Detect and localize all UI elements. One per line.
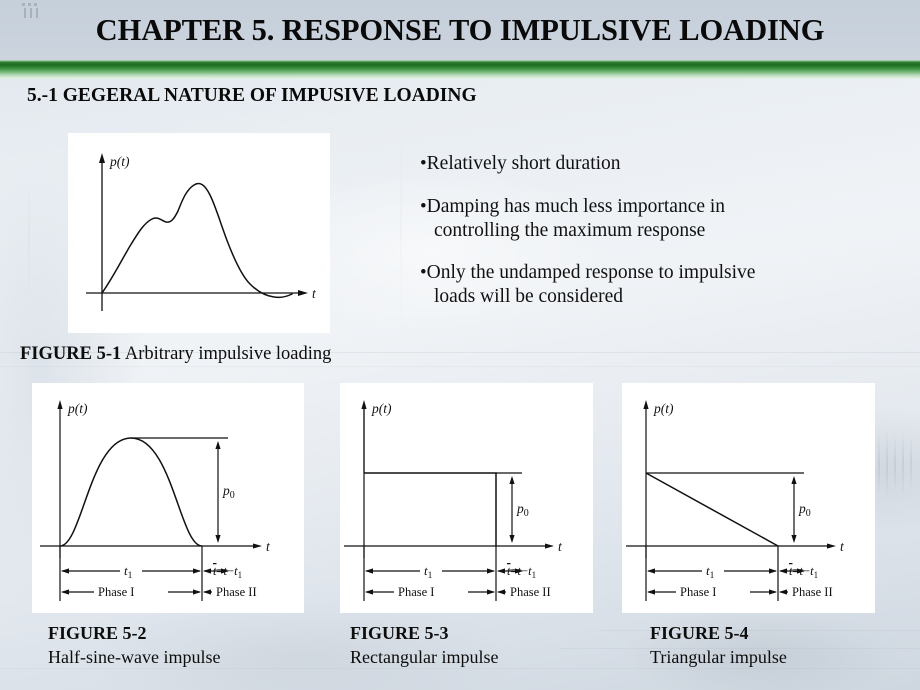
bullet-dot-icon: •: [420, 195, 427, 217]
header-bar: CHAPTER 5. RESPONSE TO IMPULSIVE LOADING: [0, 0, 920, 60]
figure-5-1-caption: FIGURE 5-1 Arbitrary impulsive loading: [20, 342, 331, 366]
figure-5-1-x-axis-label: t: [312, 286, 317, 301]
list-item: •Only the undamped response to impulsive…: [420, 261, 890, 309]
figure-5-2-y-axis-label: p(t): [67, 401, 88, 416]
figure-5-2-caption-text: Half-sine-wave impulse: [48, 646, 221, 667]
figure-5-4-duration-label: t1: [706, 563, 715, 581]
bullet-text: Relatively short duration: [426, 153, 621, 174]
figure-5-3-caption-text: Rectangular impulse: [350, 646, 499, 667]
figure-5-3-panel: p(t) t p0 t1 t=t−t1 Phase I Phase II: [340, 383, 593, 613]
bullet-dot-icon: •: [420, 262, 427, 284]
figure-5-3-shifted-time-label: t=t−t1: [507, 564, 536, 580]
figure-5-3-phase2-label: Phase II: [510, 585, 551, 599]
figure-5-1-panel: p(t) t: [68, 133, 330, 333]
figure-5-2-chart: p(t) t p0 t1 t=t−t1 Phase I Phase II: [40, 400, 271, 601]
figure-5-3-amplitude-label: p0: [516, 501, 529, 519]
figure-5-2-phase1-label: Phase I: [98, 585, 134, 599]
figure-5-3-y-axis-label: p(t): [371, 401, 392, 416]
figure-5-3-caption: FIGURE 5-3 Rectangular impulse: [350, 622, 498, 670]
bullet-list: •Relatively short duration •Damping has …: [420, 152, 890, 328]
figure-5-1-y-axis-label: p(t): [109, 154, 130, 169]
figure-5-1-label: FIGURE 5-1: [20, 344, 122, 364]
figure-5-1-caption-text: Arbitrary impulsive loading: [124, 344, 332, 364]
page-title: CHAPTER 5. RESPONSE TO IMPULSIVE LOADING: [95, 12, 825, 47]
figure-5-2-duration-label: t1: [124, 563, 133, 581]
figure-5-4-phase1-label: Phase I: [680, 585, 716, 599]
section-heading: 5.-1 GEGERAL NATURE OF IMPUSIVE LOADING: [27, 85, 477, 106]
figure-5-2-caption: FIGURE 5-2 Half-sine-wave impulse: [48, 622, 220, 670]
figure-5-4-caption: FIGURE 5-4 Triangular impulse: [650, 622, 787, 670]
bullet-text-line2: loads will be considered: [434, 286, 623, 308]
figure-5-4-y-axis-label: p(t): [653, 401, 674, 416]
figure-5-2-panel: p(t) t p0 t1 t=t−t1 Phase I Phase II: [32, 383, 304, 613]
decorative-marks-icon: [22, 3, 38, 18]
bullet-text-line2: controlling the maximum response: [434, 219, 706, 241]
figure-5-4-panel: p(t) t p0 t1 t=t−t1 Phase I Phase II: [622, 383, 875, 613]
figure-5-2-shifted-time-label: t=t−t1: [213, 564, 242, 580]
bullet-text: Only the undamped response to impulsive: [426, 262, 756, 284]
figure-5-2-label: FIGURE 5-2: [48, 623, 147, 643]
figure-5-3-chart: p(t) t p0 t1 t=t−t1 Phase I Phase II: [344, 400, 563, 601]
accent-divider: [0, 60, 920, 79]
figure-5-2-x-axis-label: t: [266, 539, 271, 554]
figure-5-4-label: FIGURE 5-4: [650, 623, 749, 643]
list-item: •Damping has much less importance in con…: [420, 195, 890, 243]
bullet-text: Damping has much less importance in: [426, 195, 726, 217]
figure-5-4-chart: p(t) t p0 t1 t=t−t1 Phase I Phase II: [626, 400, 845, 601]
figure-5-4-phase2-label: Phase II: [792, 585, 833, 599]
figure-5-3-phase1-label: Phase I: [398, 585, 434, 599]
list-item: •Relatively short duration: [420, 152, 890, 176]
figure-5-4-caption-text: Triangular impulse: [650, 646, 787, 667]
figure-5-4-x-axis-label: t: [840, 539, 845, 554]
figure-5-3-duration-label: t1: [424, 563, 433, 581]
figure-5-4-shifted-time-label: t=t−t1: [789, 564, 818, 580]
figure-5-3-label: FIGURE 5-3: [350, 623, 449, 643]
figure-5-4-amplitude-label: p0: [798, 501, 811, 519]
figure-5-1-chart: p(t) t: [86, 153, 317, 311]
figure-5-2-phase2-label: Phase II: [216, 585, 257, 599]
figure-5-3-x-axis-label: t: [558, 539, 563, 554]
figure-5-2-amplitude-label: p0: [222, 483, 235, 501]
bullet-dot-icon: •: [420, 153, 427, 174]
